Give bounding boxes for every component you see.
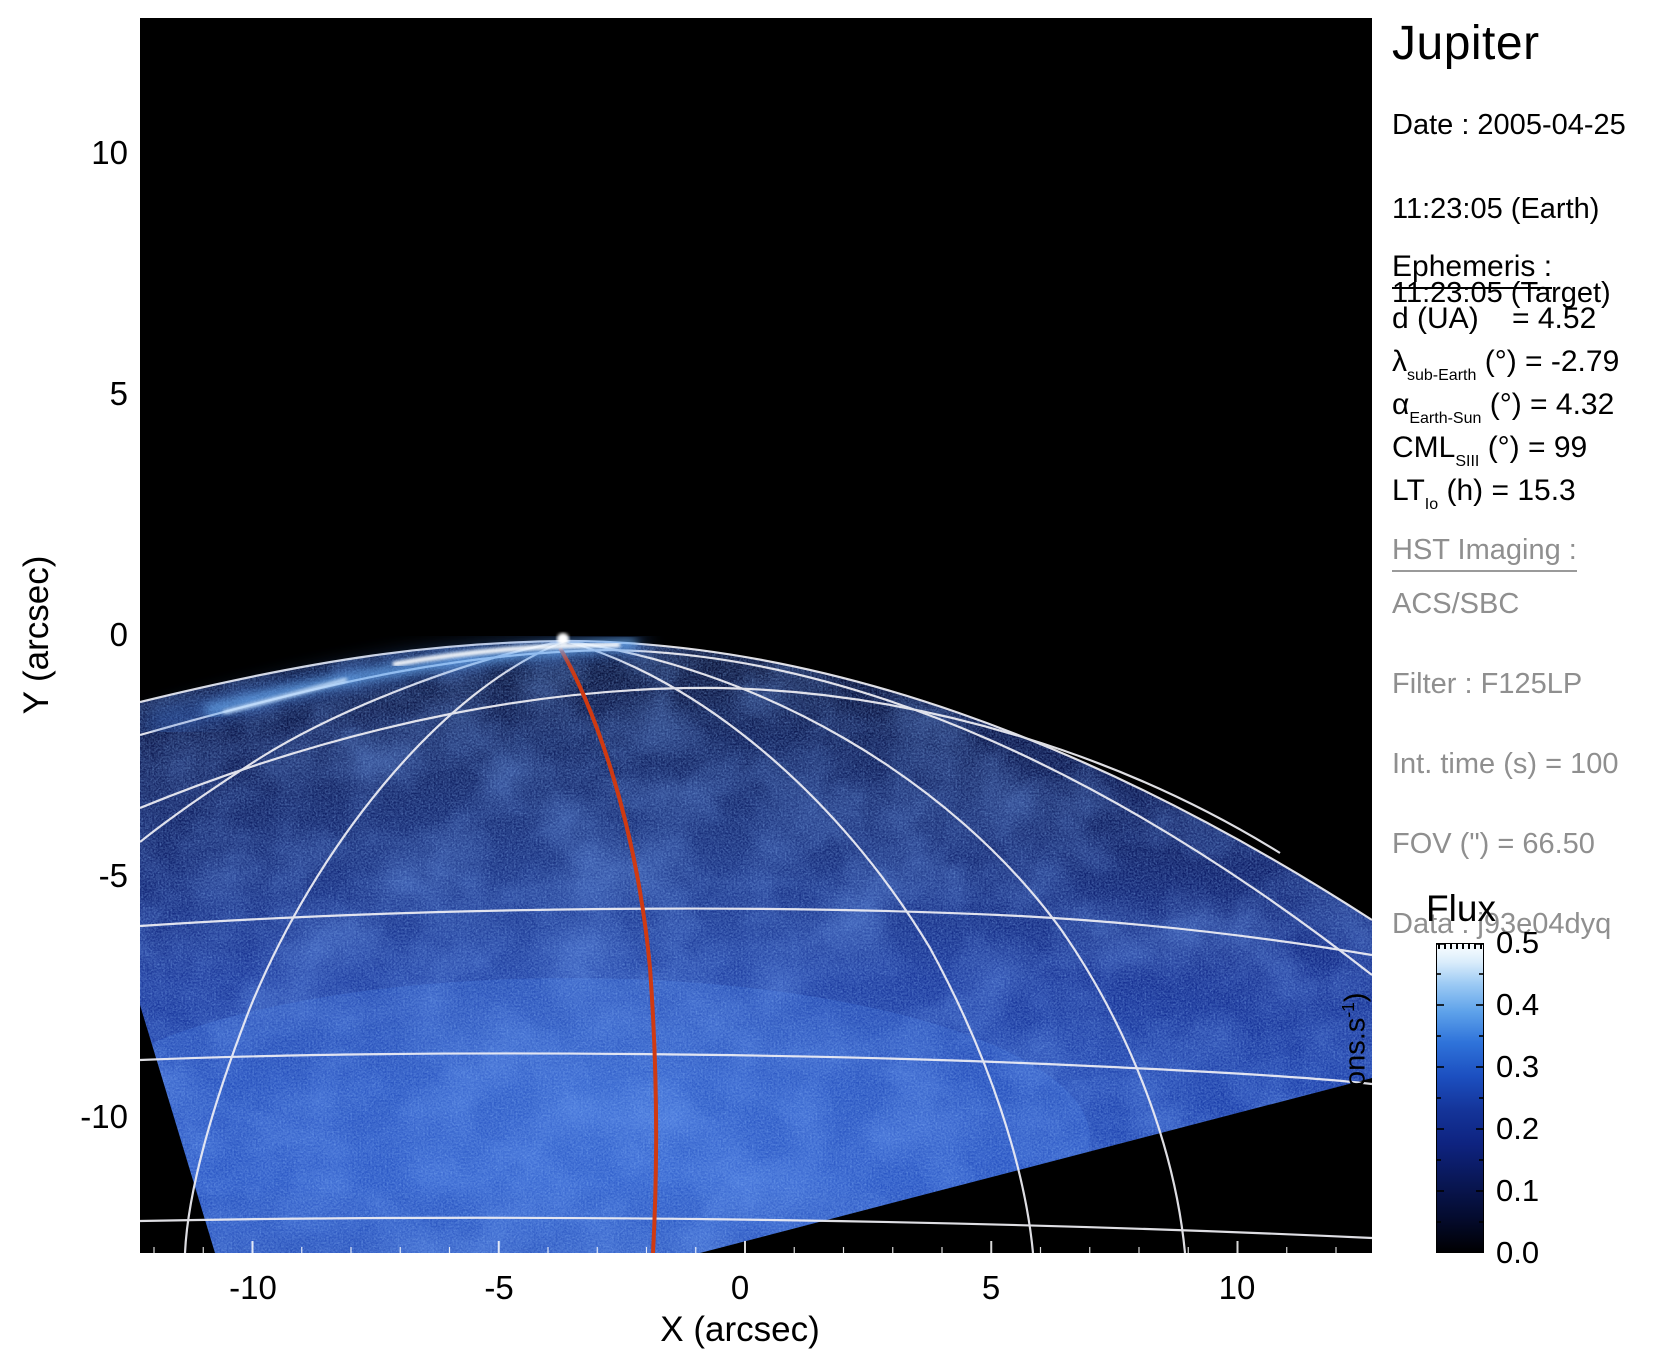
- y-axis-title: Y (arcsec): [17, 555, 56, 715]
- colorbar-tick-label: 0.2: [1496, 1111, 1540, 1146]
- ephemeris-subscript: Io: [1424, 496, 1439, 513]
- ephemeris-symbol: λ: [1392, 345, 1407, 378]
- ephemeris-value: (°) = -2.79: [1476, 345, 1620, 378]
- colorbar-tick-label: 0.4: [1496, 987, 1540, 1022]
- colorbar-tick-label: 0.5: [1496, 925, 1540, 960]
- hst-imaging-heading: HST Imaging :: [1392, 534, 1577, 572]
- ephemeris-list: d (UA) = 4.52 λsub-Earth (°) = -2.79 αEa…: [1392, 302, 1619, 517]
- ephemeris-symbol: LT: [1392, 474, 1425, 507]
- parallel-line: [140, 1052, 1372, 1086]
- parallel-line: [140, 686, 1281, 854]
- unit-superscript: -1: [1338, 1002, 1358, 1018]
- x-axis-tick-marks: [153, 1241, 1337, 1253]
- ephemeris-subscript: sub-Earth: [1407, 367, 1477, 384]
- hst-imaging-list: ACS/SBC Filter : F125LP Int. time (s) = …: [1392, 584, 1618, 944]
- y-tick-label: 0: [109, 616, 128, 653]
- fov-cut-lower-left: [140, 1005, 215, 1253]
- x-tick-label: -10: [229, 1269, 277, 1306]
- colorbar-title: Flux: [1426, 888, 1496, 929]
- ephemeris-subscript: SIII: [1455, 453, 1480, 470]
- colorbar-top-ticks: [1438, 944, 1482, 949]
- x-tick-label: 5: [981, 1269, 1001, 1306]
- meridian-line: [183, 639, 566, 1253]
- fov-cut-lower-right: [700, 1078, 1372, 1253]
- ephemeris-row-phase-angle: αEarth-Sun (°) = 4.32: [1392, 388, 1619, 431]
- ephemeris-row-cml: CMLSIII (°) = 99: [1392, 431, 1619, 474]
- y-tick-label: 5: [109, 375, 128, 412]
- hst-data-id: Data : j93e04dyq: [1392, 908, 1612, 940]
- hst-filter: Filter : F125LP: [1392, 668, 1583, 700]
- ephemeris-row-distance: d (UA) = 4.52: [1392, 302, 1619, 345]
- x-tick-label: -5: [484, 1269, 514, 1306]
- ephemeris-heading: Ephemeris :: [1392, 250, 1553, 289]
- colorbar-tick-marks: [1436, 943, 1484, 1253]
- ephemeris-subscript: Earth-Sun: [1409, 410, 1482, 427]
- ephemeris-value: (°) = 99: [1479, 431, 1588, 464]
- y-tick-label: 10: [91, 134, 128, 171]
- hst-instrument: ACS/SBC: [1392, 588, 1520, 620]
- ephemeris-symbol: α: [1392, 388, 1410, 421]
- figure-title: Jupiter: [1392, 17, 1540, 70]
- colorbar-tick-label: 0.3: [1496, 1049, 1540, 1084]
- colorbar-unit-label: (electrons.s-1): [1338, 930, 1374, 1230]
- hst-fov: FOV (") = 66.50: [1392, 828, 1595, 860]
- colorbar-tick-label: 0.0: [1496, 1235, 1540, 1270]
- parallel-line: [140, 1216, 1372, 1240]
- ephemeris-symbol: CML: [1392, 431, 1456, 464]
- date-line: Date : 2005-04-25: [1392, 109, 1626, 141]
- planet-graticule: [140, 639, 1372, 1253]
- y-tick-label: -5: [98, 857, 128, 894]
- y-tick-label: -10: [80, 1098, 128, 1135]
- aurora-bright-spot: [557, 633, 569, 645]
- meridian-line: [564, 639, 1035, 1253]
- x-tick-label: 0: [730, 1269, 750, 1306]
- unit-text: (electrons.s: [1339, 1017, 1372, 1168]
- ephemeris-symbol: d: [1392, 302, 1409, 335]
- ephemeris-value: (°) = 4.32: [1481, 388, 1615, 421]
- time-target-line: 11:23:05 (Target): [1392, 277, 1611, 309]
- unit-text: ): [1339, 992, 1372, 1003]
- x-tick-label: 10: [1218, 1269, 1256, 1306]
- auroral-emission-arc: [145, 633, 645, 734]
- observation-datetime: Date : 2005-04-25 11:23:05 (Earth) 11:23…: [1392, 104, 1626, 314]
- meridian-line: [564, 639, 1187, 1253]
- colorbar-tick-label: 0.1: [1496, 1173, 1540, 1208]
- ephemeris-value: (h) = 15.3: [1438, 474, 1576, 507]
- time-earth-line: 11:23:05 (Earth): [1392, 193, 1600, 225]
- limb-line: [140, 639, 1372, 921]
- central-meridian-red-line: [558, 646, 659, 1253]
- jupiter-uv-image: [140, 18, 1372, 1253]
- flux-colorbar: [1436, 943, 1484, 1253]
- ephemeris-value: (UA) = 4.52: [1408, 302, 1597, 335]
- x-axis-title: X (arcsec): [660, 1310, 820, 1349]
- ephemeris-row-sub-earth-lat: λsub-Earth (°) = -2.79: [1392, 345, 1619, 388]
- ephemeris-row-io-local-time: LTIo (h) = 15.3: [1392, 474, 1619, 517]
- hst-integration-time: Int. time (s) = 100: [1392, 748, 1619, 780]
